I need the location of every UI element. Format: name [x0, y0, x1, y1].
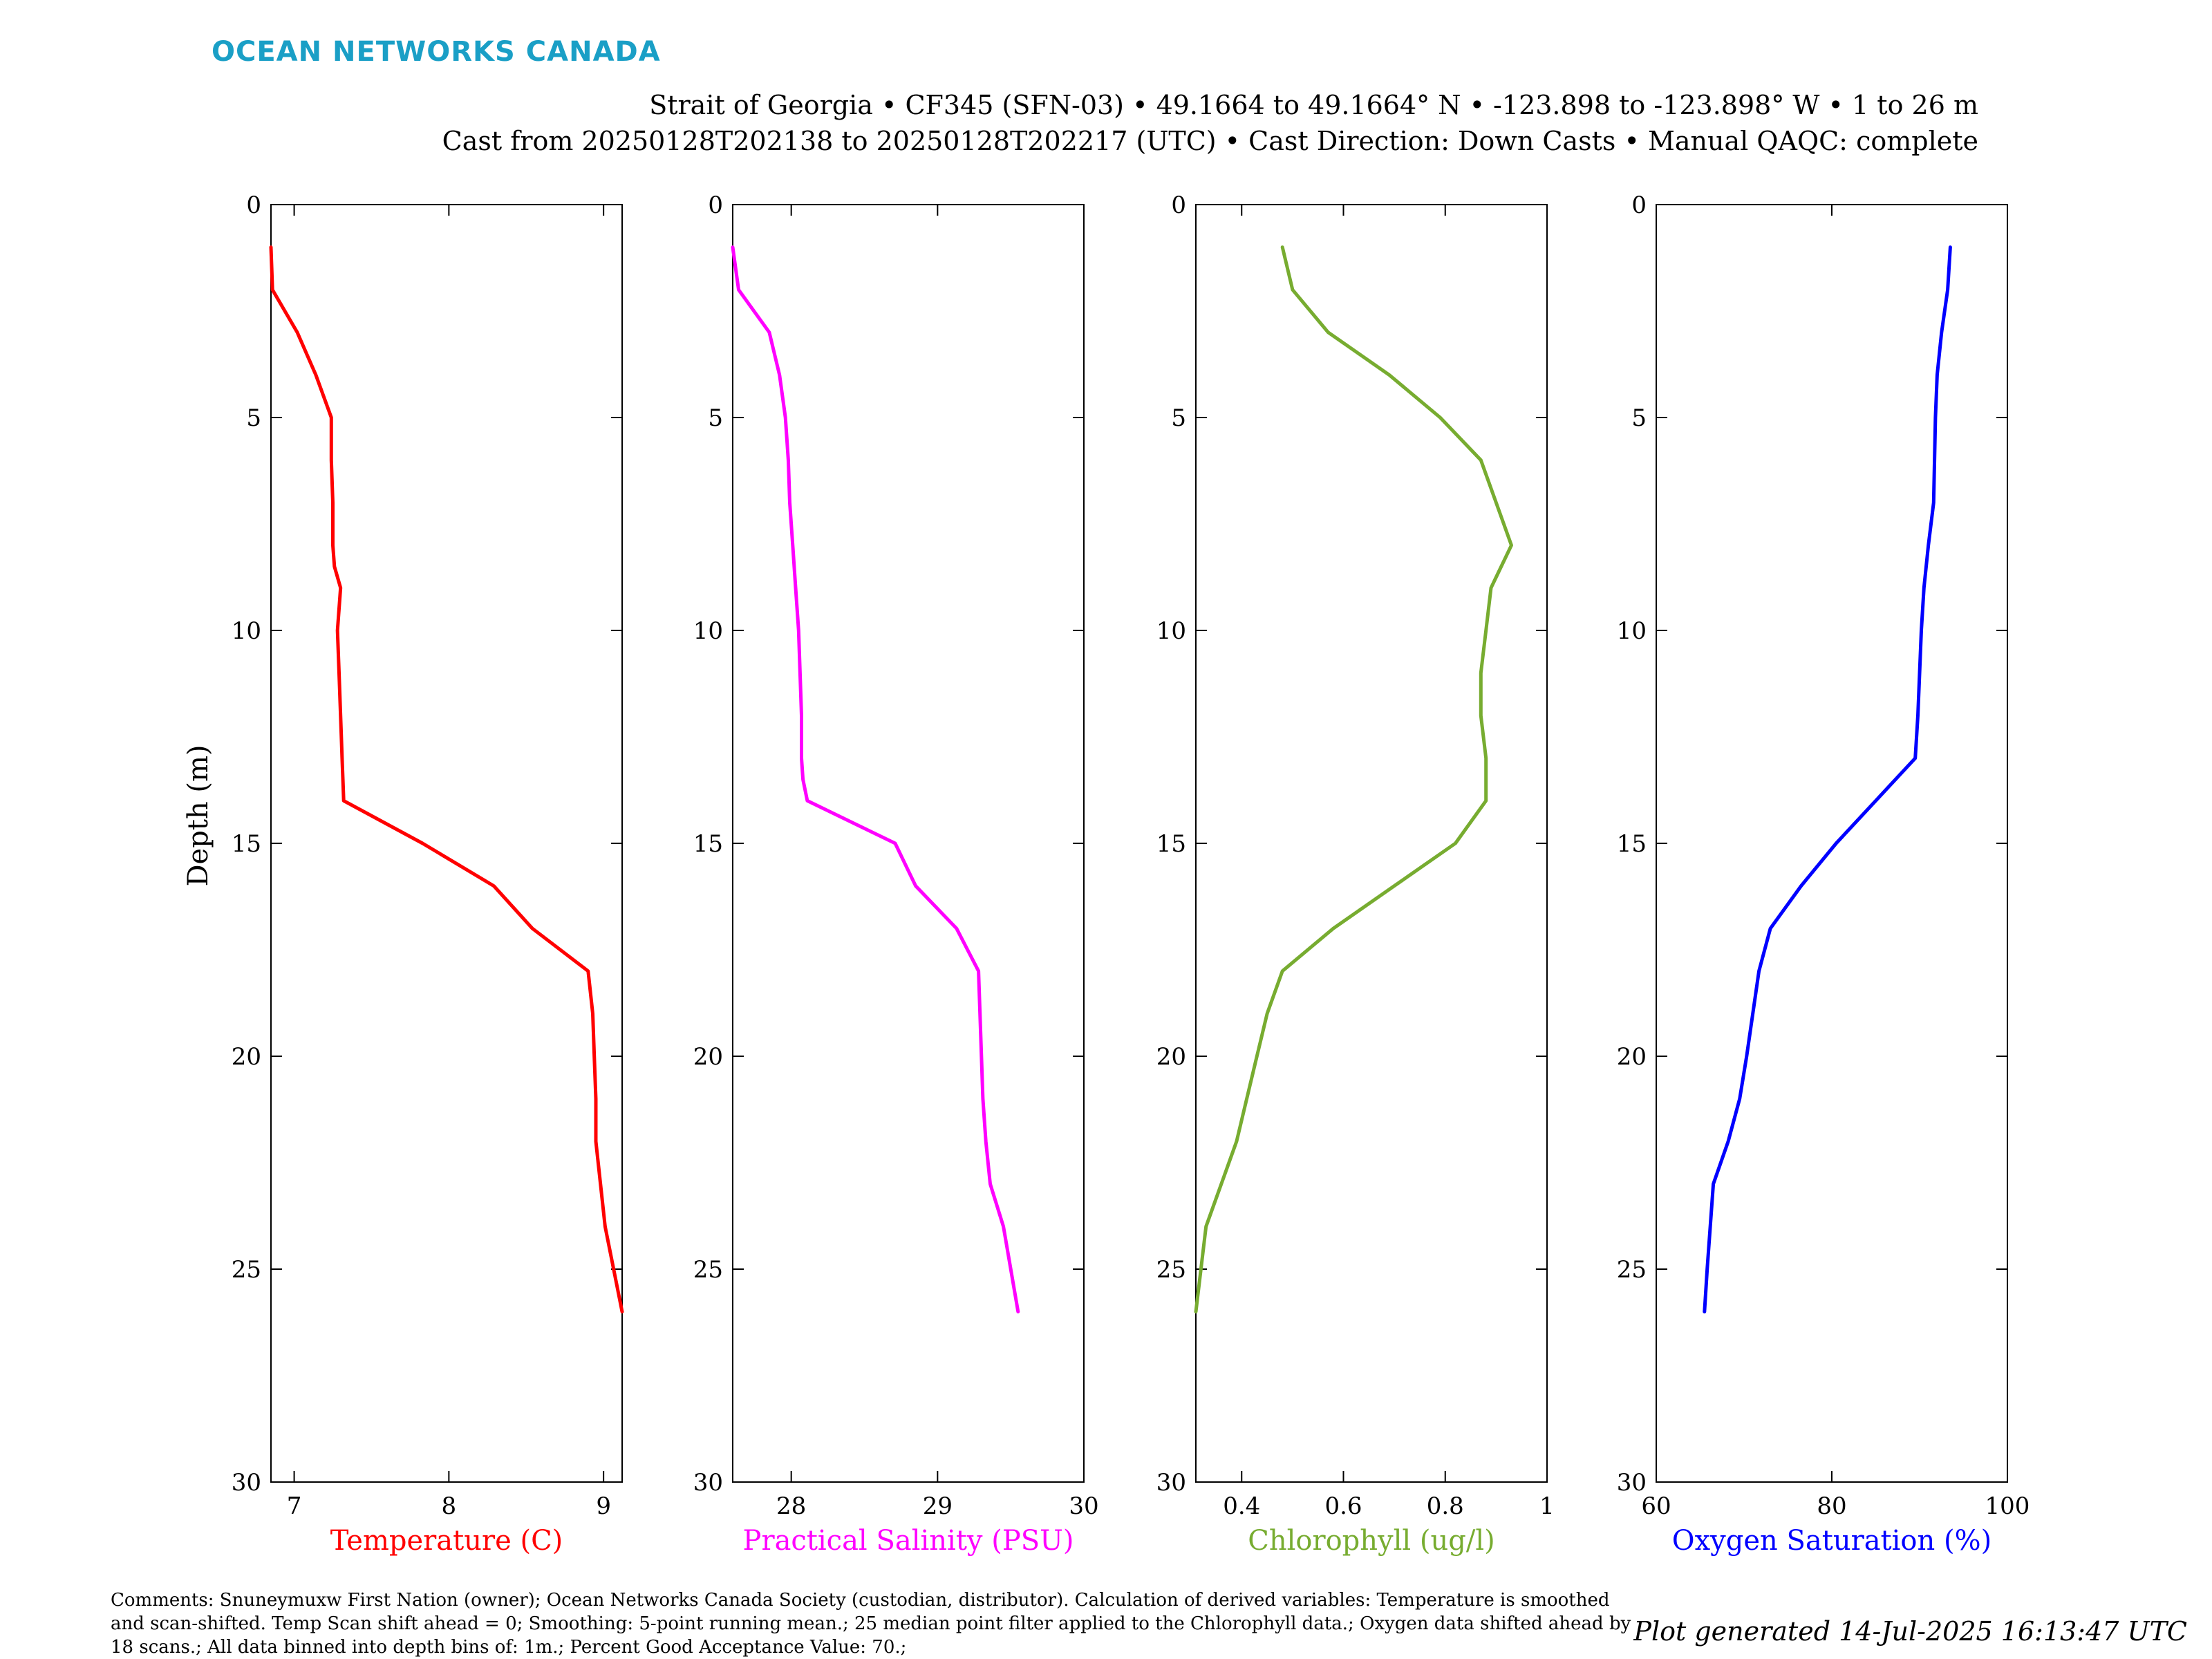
- y-tick-label: 10: [232, 617, 261, 645]
- y-tick-label: 25: [1156, 1256, 1186, 1284]
- x-axis-label-3: Chlorophyll (ug/l): [1248, 1525, 1495, 1557]
- series-line-4: [1703, 245, 1952, 1314]
- x-tick-label: 7: [287, 1492, 302, 1520]
- y-tick-label: 20: [1156, 1043, 1186, 1071]
- y-tick-label: 30: [232, 1469, 261, 1497]
- y-tick-label: 15: [232, 830, 261, 858]
- y-tick-label: 0: [246, 191, 261, 219]
- organization-logo: OCEAN NETWORKS CANADA: [212, 36, 661, 68]
- plot-generated-timestamp: Plot generated 14-Jul-2025 16:13:47 UTC: [1633, 1616, 2187, 1647]
- y-tick-label: 25: [232, 1256, 261, 1284]
- x-tick-label: 60: [1641, 1492, 1671, 1520]
- y-tick-label: 20: [1617, 1043, 1647, 1071]
- x-axis-label-1: Temperature (C): [330, 1525, 563, 1557]
- x-tick-label: 0.8: [1427, 1492, 1464, 1520]
- series-line-3: [1194, 245, 1513, 1314]
- plot-frame-3: [1195, 204, 1548, 1483]
- y-tick-label: 0: [1171, 191, 1186, 219]
- x-tick-label: 80: [1817, 1492, 1846, 1520]
- x-tick-label: 8: [442, 1492, 457, 1520]
- x-tick-label: 29: [923, 1492, 953, 1520]
- y-tick-label: 5: [1631, 404, 1647, 432]
- y-tick-label: 15: [1156, 830, 1186, 858]
- y-tick-label: 15: [1617, 830, 1647, 858]
- y-tick-label: 10: [1156, 617, 1186, 645]
- x-tick-label: 28: [776, 1492, 806, 1520]
- plot-title-line-2: Cast from 20250128T202138 to 20250128T20…: [442, 126, 1978, 156]
- plot-frame-4: [1656, 204, 2008, 1483]
- y-tick-label: 15: [693, 830, 723, 858]
- y-tick-label: 10: [693, 617, 723, 645]
- y-tick-label: 30: [1617, 1469, 1647, 1497]
- y-tick-label: 25: [1617, 1256, 1647, 1284]
- y-tick-label: 30: [693, 1469, 723, 1497]
- y-tick-label: 30: [1156, 1469, 1186, 1497]
- x-axis-label-4: Oxygen Saturation (%): [1672, 1525, 1991, 1557]
- y-tick-label: 25: [693, 1256, 723, 1284]
- y-tick-label: 20: [693, 1043, 723, 1071]
- x-tick-label: 30: [1069, 1492, 1098, 1520]
- y-tick-label: 5: [708, 404, 723, 432]
- x-tick-label: 100: [1985, 1492, 2030, 1520]
- plot-frame-2: [732, 204, 1085, 1483]
- x-tick-label: 1: [1539, 1492, 1555, 1520]
- x-axis-label-2: Practical Salinity (PSU): [743, 1525, 1074, 1557]
- y-tick-label: 5: [1171, 404, 1186, 432]
- x-tick-label: 0.4: [1223, 1492, 1260, 1520]
- x-tick-label: 9: [596, 1492, 611, 1520]
- y-tick-label: 0: [1631, 191, 1647, 219]
- y-tick-label: 10: [1617, 617, 1647, 645]
- y-axis-label: Depth (m): [182, 744, 214, 886]
- plot-comments: Comments: Snuneymuxw First Nation (owner…: [111, 1590, 1631, 1658]
- y-tick-label: 5: [246, 404, 261, 432]
- plot-title-line-1: Strait of Georgia • CF345 (SFN-03) • 49.…: [649, 90, 1978, 120]
- y-tick-label: 0: [708, 191, 723, 219]
- series-line-2: [731, 245, 1020, 1314]
- series-line-1: [269, 245, 624, 1314]
- x-tick-label: 0.6: [1324, 1492, 1362, 1520]
- y-tick-label: 20: [232, 1043, 261, 1071]
